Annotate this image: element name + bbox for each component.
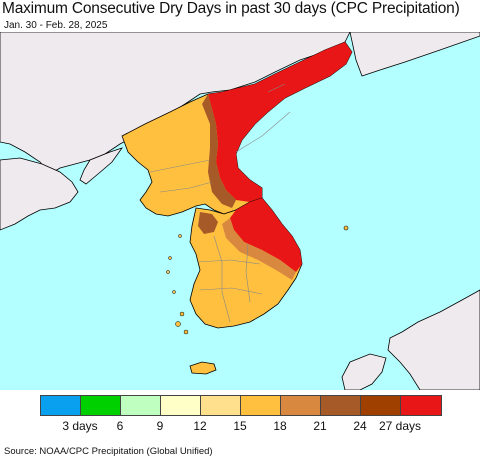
legend-swatch xyxy=(121,396,161,415)
data-source: Source: NOAA/CPC Precipitation (Global U… xyxy=(4,446,213,457)
legend-label: 15 xyxy=(233,419,247,433)
jeju-island xyxy=(189,361,217,375)
legend-labels: 3 days 6 9 12 15 18 21 24 27 days xyxy=(0,419,480,435)
legend-swatch xyxy=(281,396,321,415)
color-legend xyxy=(40,395,442,416)
legend-label: 6 xyxy=(116,419,124,433)
legend-swatch xyxy=(241,396,281,415)
transition-band xyxy=(202,94,236,208)
seoul-area xyxy=(198,212,218,234)
legend-label: 12 xyxy=(193,419,207,433)
land-liaodong xyxy=(79,147,124,185)
provincial-borders xyxy=(149,83,291,323)
map-title: Maximum Consecutive Dry Days in past 30 … xyxy=(2,0,460,17)
ulleung-island xyxy=(343,225,349,231)
legend-swatch xyxy=(81,396,121,415)
map-canvas xyxy=(0,32,480,390)
south-korea-red-zone xyxy=(230,198,302,272)
legend-swatch xyxy=(401,396,441,415)
legend-label: 9 xyxy=(156,419,164,433)
land-shandong xyxy=(0,157,79,231)
legend-swatch xyxy=(161,396,201,415)
legend-swatch xyxy=(321,396,361,415)
legend-label: 3 days xyxy=(62,419,98,433)
land-japan-kyushu xyxy=(341,353,387,390)
land-russia xyxy=(349,32,480,77)
southwest-islands xyxy=(166,234,189,335)
date-range: Jan. 30 - Feb. 28, 2025 xyxy=(4,20,108,31)
legend-label: 21 xyxy=(313,419,327,433)
south-korea-orange-band xyxy=(222,218,296,280)
land-japan xyxy=(387,289,480,390)
legend-swatch xyxy=(201,396,241,415)
legend-label: 27 days xyxy=(378,419,422,433)
north-korea-red-zone xyxy=(208,42,352,202)
legend-swatch xyxy=(361,396,401,415)
legend-swatch xyxy=(41,396,81,415)
dry-days-map xyxy=(0,32,480,390)
legend-label: 24 xyxy=(353,419,367,433)
legend-label: 18 xyxy=(273,419,287,433)
